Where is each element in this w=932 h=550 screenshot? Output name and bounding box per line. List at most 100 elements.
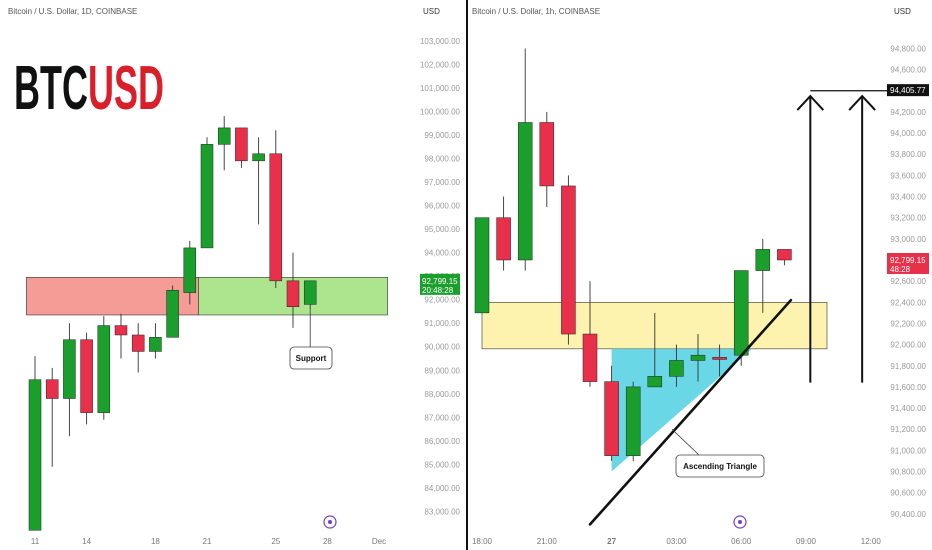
candle-body [539, 122, 555, 187]
left-chart-panel: Bitcoin / U.S. Dollar, 1D, COINBASE USD … [8, 7, 461, 546]
candle-body [755, 249, 771, 271]
x-tick-label: 09:00 [796, 537, 817, 546]
candle-body [97, 325, 111, 413]
right-target-tag-value: 94,405.77 [890, 86, 926, 95]
y-tick-label: 88,000.00 [424, 390, 460, 399]
candle-body [517, 122, 533, 261]
candle-body [690, 354, 706, 361]
candle-body [474, 217, 490, 314]
y-tick-label: 99,000.00 [424, 131, 460, 140]
y-tick-label: 84,000.00 [424, 484, 460, 493]
y-tick-label: 91,000.00 [890, 446, 926, 455]
right-annotations: Ascending Triangle [588, 90, 902, 526]
y-tick-label: 94,000.00 [890, 129, 926, 138]
y-tick-label: 95,000.00 [424, 225, 460, 234]
triangle-label-pointer [671, 428, 701, 457]
y-tick-label: 86,000.00 [424, 437, 460, 446]
y-tick-label: 91,200.00 [890, 425, 926, 434]
right-chart-panel: Bitcoin / U.S. Dollar, 1h, COINBASE USD … [472, 7, 929, 546]
candle-body [131, 334, 145, 352]
x-tick-label: 25 [271, 537, 280, 546]
y-tick-label: 92,000.00 [424, 296, 460, 305]
x-tick-label: 18:00 [472, 537, 493, 546]
left-price-tag: 92,799.15 20:48:28 [420, 273, 460, 295]
ascending-trendline [588, 298, 793, 526]
y-tick-label: 87,000.00 [424, 413, 460, 422]
right-x-axis: 18:00 21:00 27 03:00 06:00 09:00 12:00 [472, 537, 881, 546]
y-tick-label: 90,600.00 [890, 489, 926, 498]
right-chart-title: Bitcoin / U.S. Dollar, 1h, COINBASE [472, 7, 600, 16]
candle-body [286, 280, 300, 307]
y-tick-label: 96,000.00 [424, 202, 460, 211]
candle-body [166, 290, 179, 338]
x-tick-label: 11 [31, 537, 40, 546]
left-price-tag-value: 92,799.15 [422, 277, 458, 286]
y-tick-label: 91,800.00 [890, 362, 926, 371]
y-tick-label: 90,800.00 [890, 468, 926, 477]
candle-body [235, 127, 248, 162]
x-tick-label: 21 [203, 537, 212, 546]
x-tick-label: 03:00 [666, 537, 687, 546]
support-callout-box [289, 346, 333, 370]
candle-body [63, 339, 76, 399]
left-zones [26, 277, 388, 316]
y-tick-label: 89,000.00 [424, 366, 460, 375]
y-tick-label: 92,000.00 [890, 341, 926, 350]
candle-body [269, 153, 283, 282]
y-tick-label: 85,000.00 [424, 460, 460, 469]
right-currency-label: USD [894, 7, 911, 16]
candle-body [217, 127, 231, 145]
y-tick-label: 93,400.00 [890, 193, 926, 202]
candle-body [114, 325, 128, 336]
left-candles [28, 116, 317, 531]
x-tick-label: 18 [151, 537, 160, 546]
candle-body [183, 247, 197, 293]
candle-body [604, 381, 619, 456]
candle-body [252, 153, 265, 162]
x-tick-label: 06:00 [731, 537, 752, 546]
candle-body [777, 249, 792, 261]
ascending-triangle-area [611, 348, 752, 472]
target-arrow-head [796, 94, 825, 111]
target-arrow-head [848, 94, 876, 111]
x-tick-label: 12:00 [861, 537, 882, 546]
candle-body [625, 386, 641, 456]
left-annotations: Support [289, 309, 333, 370]
right-replay-icon[interactable] [733, 515, 747, 529]
right-candles [474, 48, 792, 461]
y-tick-label: 94,200.00 [890, 108, 926, 117]
x-tick-label: 21:00 [537, 537, 558, 546]
right-price-tag-background [887, 252, 929, 274]
y-tick-label: 90,000.00 [424, 343, 460, 352]
candle-body [582, 333, 598, 382]
y-tick-label: 97,000.00 [424, 178, 460, 187]
y-tick-label: 92,200.00 [890, 319, 926, 328]
y-tick-label: 98,000.00 [424, 154, 460, 163]
candle-body [28, 379, 42, 531]
candle-body [200, 144, 214, 249]
right-price-tags: 94,405.77 92,799.15 48:28 [887, 84, 929, 274]
y-tick-label: 83,000.00 [424, 507, 460, 516]
candle-body [647, 376, 663, 388]
left-currency-label: USD [423, 7, 440, 16]
left-replay-icon[interactable] [323, 515, 337, 529]
y-tick-label: 94,600.00 [890, 66, 926, 75]
y-tick-label: 93,800.00 [890, 150, 926, 159]
y-tick-label: 91,600.00 [890, 383, 926, 392]
btcusd-logo: BTCUSD [14, 54, 164, 123]
candle-body [45, 379, 59, 399]
candle-body [80, 339, 93, 413]
right-triangle-fill [611, 348, 752, 472]
triangle-label-text: Ascending Triangle [683, 462, 757, 471]
y-tick-label: 92,600.00 [890, 277, 926, 286]
x-tick-label: 28 [323, 537, 332, 546]
y-tick-label: 90,400.00 [890, 510, 926, 519]
y-tick-label: 92,400.00 [890, 298, 926, 307]
y-tick-label: 91,000.00 [424, 319, 460, 328]
y-tick-label: 94,800.00 [890, 44, 926, 53]
y-tick-label: 101,000.00 [420, 84, 461, 93]
candle-body [712, 357, 727, 360]
y-tick-label: 103,000.00 [420, 37, 461, 46]
x-tick-label: 14 [82, 537, 91, 546]
